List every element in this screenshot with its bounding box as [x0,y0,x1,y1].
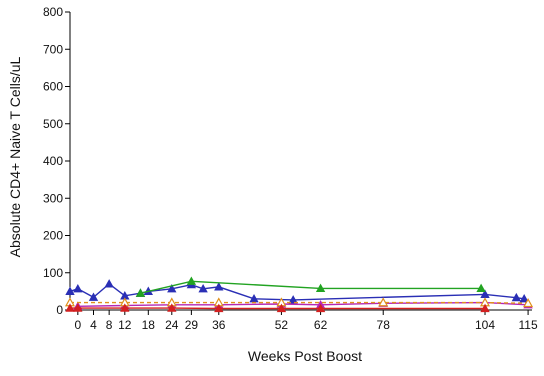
series-line [69,283,525,301]
x-axis-title: Weeks Post Boost [248,348,362,364]
data-point [476,283,486,292]
data-point [120,303,130,312]
data-point [511,292,522,302]
data-point [480,303,490,313]
data-point [186,276,197,285]
y-tick-label: 700 [43,42,63,56]
x-tick-label: 36 [212,318,226,332]
data-point [315,303,326,313]
data-point [315,283,326,292]
x-tick-label: 104 [475,318,495,332]
data-point [378,297,389,307]
data-point [167,303,177,312]
series-layer [64,276,534,313]
y-tick-label: 400 [43,154,63,168]
x-tick-label: 0 [74,318,81,332]
data-point [88,292,99,301]
x-tick-label: 78 [377,318,391,332]
y-tick-label: 100 [43,266,63,280]
y-tick-label: 200 [43,229,63,243]
data-point [198,283,208,293]
data-point [214,282,224,291]
x-tick-label: 18 [142,318,156,332]
x-tick-label: 24 [165,318,179,332]
x-tick-label: 52 [275,318,289,332]
series-1 [65,279,529,304]
series-2 [135,276,486,297]
data-point [523,298,534,308]
data-point [276,303,287,313]
data-point [167,283,177,293]
x-tick-label: 4 [90,318,97,332]
data-point [135,288,146,297]
series-line [140,280,482,294]
y-tick-label: 600 [43,80,63,94]
x-tick-label: 8 [106,318,113,332]
x-tick-label: 29 [185,318,199,332]
data-point [104,279,114,288]
y-tick-label: 0 [56,303,63,317]
data-point [65,286,75,295]
y-tick-label: 800 [43,5,63,19]
x-tick-label: 115 [519,318,538,332]
x-tick-label: 62 [314,318,328,332]
y-tick-label: 500 [43,117,63,131]
y-tick-label: 300 [43,191,63,205]
series-5 [65,303,490,313]
data-point [214,303,224,313]
data-point [288,295,298,304]
data-point [519,294,529,303]
data-point [73,303,83,312]
y-axis-title: Absolute CD4+ Naive T Cells/uL [7,56,23,257]
data-point [73,283,83,293]
data-point [65,303,75,312]
x-tick-label: 12 [118,318,132,332]
